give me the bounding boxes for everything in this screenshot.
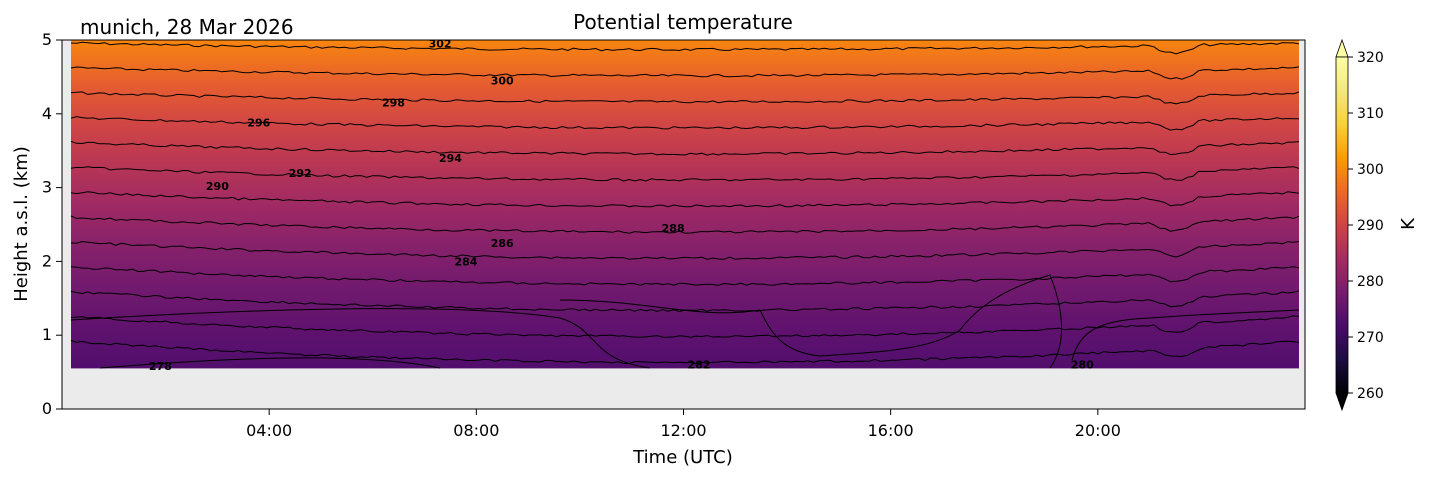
contour-line [70,141,1300,156]
x-tick-label: 20:00 [1075,421,1121,440]
contour-label: 290 [206,180,229,193]
contour-line [1071,309,1300,361]
contour-line [70,66,1300,80]
contour-label: 282 [688,359,711,372]
contour-line [70,315,1300,338]
contour-line [70,215,1300,234]
contour-line [70,191,1300,208]
plot-area: 278 280 282 284 286 288 290 292 294 296 298 300 302 [61,38,1306,410]
x-tick-label: 08:00 [453,421,499,440]
contour-line [559,274,1062,369]
contour-label: 292 [289,167,312,180]
chart-subtitle: munich, 28 Mar 2026 [80,15,294,39]
contour-label: 300 [491,75,514,88]
contour-label: 302 [429,38,452,51]
colorbar-tick-label: 290 [1357,218,1384,234]
contour-line [99,357,441,369]
contour-label: 288 [662,222,685,235]
y-axis-label: Height a.s.l. (km) [11,146,32,302]
temperature-field [71,40,1299,369]
contour-line [70,339,1300,365]
contour-label: 294 [439,152,462,165]
y-axis: 0 1 2 3 4 5 [42,30,62,418]
contour-label: 284 [454,255,477,268]
colorbar-scale [1335,56,1349,394]
colorbar-tick-label: 260 [1357,386,1384,402]
contour-line [70,91,1300,105]
contour-label: 286 [491,237,514,250]
x-tick-label: 04:00 [246,421,292,440]
x-axis: 04:00 08:00 12:00 16:00 20:00 [246,409,1121,440]
colorbar-tick-label: 280 [1357,274,1384,290]
colorbar-tick-label: 300 [1357,162,1384,178]
y-tick-label: 4 [42,104,52,123]
x-tick-label: 16:00 [868,421,914,440]
contour-line [70,41,1300,55]
contour-labels: 278 280 282 284 286 288 290 292 294 296 298 300 302 [149,38,1094,373]
contour-label: 278 [149,360,172,373]
x-tick-label: 12:00 [660,421,706,440]
contour-line [70,241,1300,260]
contour-label: 296 [247,117,270,130]
colorbar-tick-label: 320 [1357,50,1384,66]
colorbar-label: K [1398,217,1419,230]
chart-title: Potential temperature [573,10,793,34]
contour-label: 298 [382,97,405,110]
colorbar-extend-max [1335,38,1349,58]
contour-lines [70,41,1300,369]
contour-line [70,308,651,369]
colorbar-ticks: 260 270 280 290 300 310 320 [1348,50,1384,402]
y-tick-label: 0 [42,399,52,418]
colorbar-tick-label: 270 [1357,330,1384,346]
y-tick-label: 5 [42,30,52,49]
contour-label: 280 [1071,359,1094,372]
y-tick-label: 1 [42,325,52,344]
contour-line [70,116,1300,131]
colorbar-extend-min [1335,392,1349,412]
y-tick-label: 2 [42,251,52,270]
contour-line [70,266,1300,286]
colorbar: 260 270 280 290 300 310 320 K [1335,38,1419,412]
x-axis-label: Time (UTC) [632,447,733,468]
y-tick-label: 3 [42,178,52,197]
contour-line [70,166,1300,182]
colorbar-tick-label: 310 [1357,106,1384,122]
